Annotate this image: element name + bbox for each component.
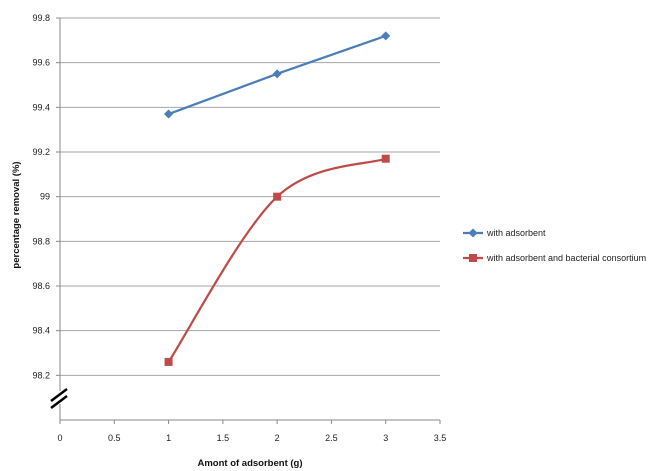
data-point (272, 69, 282, 79)
gridlines (60, 17, 440, 376)
axes (50, 18, 440, 421)
legend-label: with adsorbent (486, 228, 546, 238)
x-tick-label: 2 (275, 433, 280, 443)
legend-item: with adsorbent (463, 228, 546, 238)
data-point (164, 357, 173, 366)
y-tick-label: 98.2 (32, 370, 50, 380)
x-tick-label: 1 (166, 433, 171, 443)
x-tick-label: 1.5 (217, 433, 230, 443)
y-tick-label: 99.8 (32, 13, 50, 23)
x-tick-label: 0 (57, 433, 62, 443)
series-layer (164, 31, 391, 366)
series-line (167, 157, 387, 363)
series-2 (164, 154, 390, 366)
x-tick-label: 3.5 (434, 433, 447, 443)
x-tick-label: 0.5 (108, 433, 121, 443)
y-axis-title: percentage removal (%) (11, 161, 22, 268)
y-tick-label: 99.6 (32, 58, 50, 68)
data-point (164, 109, 174, 119)
data-point (381, 31, 391, 41)
data-point (273, 192, 282, 201)
x-tick-labels: 0 0.5 1 1.5 2 2.5 3 3.5 (57, 420, 446, 443)
y-tick-labels: 98.2 98.4 98.6 98.8 99 99.2 99.4 99.6 99.8 (32, 13, 60, 380)
legend-label: with adsorbent and bacterial consortium (486, 253, 646, 263)
axis-break-symbol (50, 388, 70, 409)
y-tick-label: 98.4 (32, 326, 50, 336)
y-tick-label: 98.6 (32, 281, 50, 291)
legend-marker (468, 228, 478, 238)
series-1 (164, 31, 391, 119)
y-tick-label: 99.2 (32, 147, 50, 157)
legend-marker (469, 254, 477, 262)
legend: with adsorbent with adsorbent and bacteri… (463, 228, 646, 263)
legend-item: with adsorbent and bacterial consortium (463, 253, 646, 263)
y-tick-label: 98.8 (32, 236, 50, 246)
x-tick-label: 2.5 (325, 433, 338, 443)
y-tick-label: 99 (40, 192, 50, 202)
y-tick-label: 99.4 (32, 102, 50, 112)
x-tick-label: 3 (383, 433, 388, 443)
x-axis-title: Amont of adsorbent (g) (197, 458, 302, 469)
data-point (381, 154, 390, 163)
